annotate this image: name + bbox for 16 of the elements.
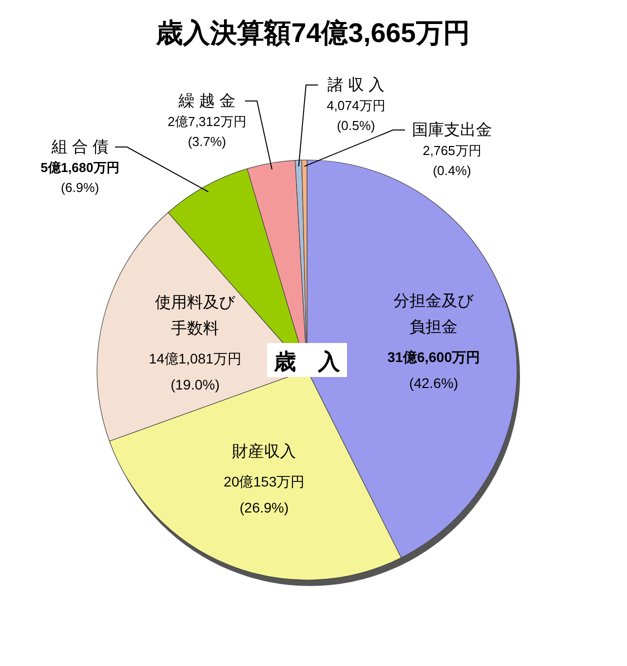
- data-label: 20億153万円 (26.9%): [224, 473, 305, 516]
- data-label: 2,765万円 (0.4%): [422, 143, 482, 178]
- data-label: 31億6,600万円 (42.6%): [387, 349, 480, 392]
- data-label: 4,074万円 (0.5%): [326, 98, 386, 133]
- slice-label: 繰 越 金: [178, 92, 236, 110]
- slice-label: 使用料及び手数料: [155, 293, 236, 338]
- text: 歳 入: [273, 349, 341, 374]
- data-label: 5億1,680万円 (6.9%): [40, 160, 120, 195]
- slice-label: 組 合 債: [50, 138, 108, 156]
- data-label: 2億7,312万円 (3.7%): [168, 114, 246, 149]
- slice-label: 諸 収 入: [328, 76, 384, 94]
- data-label: 14億1,081万円 (19.0%): [148, 350, 242, 392]
- slice-label: 分担金及び負担金: [394, 293, 475, 336]
- slice-label: 財産収入: [232, 442, 296, 460]
- chart-title: 歳入決算額74億3,665万円: [155, 18, 470, 48]
- slice-label: 国庫支出金: [412, 121, 492, 139]
